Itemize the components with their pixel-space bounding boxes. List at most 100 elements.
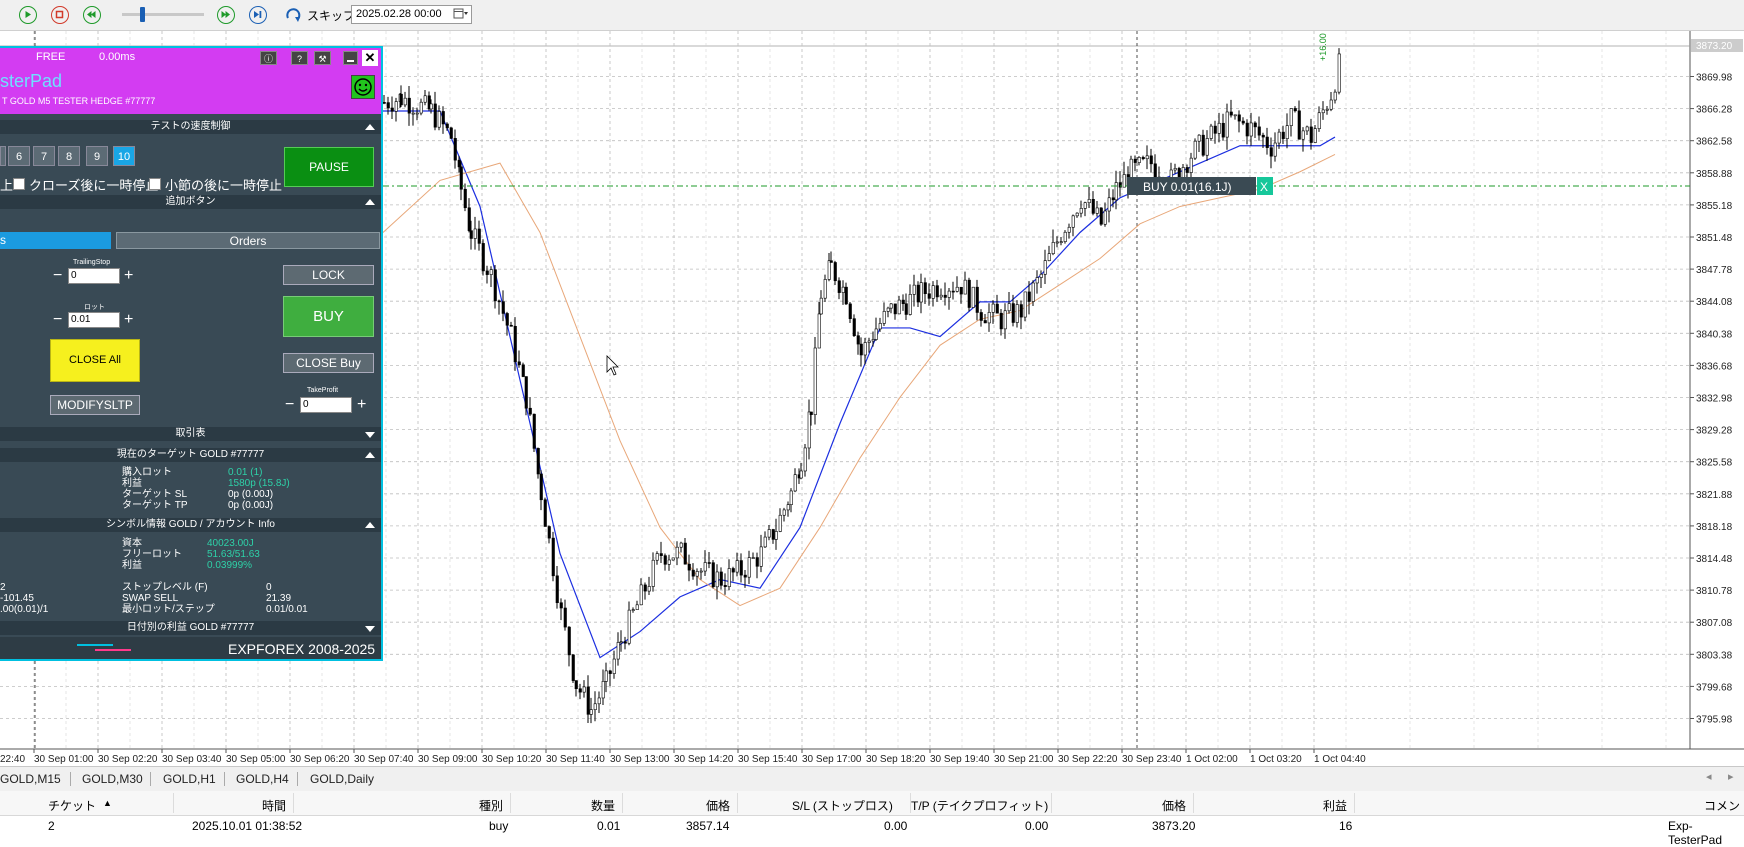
lot-minus-button[interactable]: − bbox=[53, 311, 63, 328]
price-candle-body bbox=[1309, 126, 1313, 143]
col-ticket[interactable]: チケット bbox=[48, 799, 97, 813]
skip-label[interactable]: スキップ bbox=[307, 9, 356, 23]
speed-slider-thumb[interactable] bbox=[140, 7, 145, 22]
price-candle-body bbox=[723, 585, 727, 587]
trailing-plus-button[interactable]: + bbox=[124, 267, 134, 284]
target-tp-key: ターゲット TP bbox=[122, 500, 188, 511]
time-tick-label: 30 Sep 11:40 bbox=[546, 754, 605, 765]
section-trades[interactable]: 取引表 bbox=[0, 427, 381, 441]
section-extra-buttons[interactable]: 追加ボタン bbox=[0, 195, 381, 209]
collapse-arrow-icon[interactable] bbox=[365, 452, 375, 458]
table-row[interactable]: 2 2025.10.01 01:38:52 buy 0.01 3857.14 0… bbox=[0, 816, 1744, 847]
close-all-button[interactable]: CLOSE All bbox=[50, 339, 140, 382]
speed-button-8[interactable]: 8 bbox=[58, 146, 80, 166]
collapse-arrow-icon[interactable] bbox=[365, 124, 375, 130]
takeprofit-minus-button[interactable]: − bbox=[285, 396, 295, 413]
play-icon[interactable] bbox=[19, 6, 37, 24]
take-profit-input[interactable]: 0 bbox=[300, 397, 352, 413]
price-candle-body bbox=[817, 313, 821, 349]
pause-after-close-checkbox[interactable] bbox=[13, 178, 25, 190]
smiley-icon[interactable] bbox=[351, 75, 375, 99]
speed-button-10[interactable]: 10 bbox=[113, 146, 135, 166]
tab-gold-h1[interactable]: GOLD,H1 bbox=[163, 772, 216, 786]
speed-slider-track[interactable] bbox=[122, 13, 204, 16]
col-tp[interactable]: T/P (テイクプロフィット) bbox=[911, 799, 1049, 813]
speed-button-6[interactable]: 6 bbox=[8, 146, 30, 166]
col-time[interactable]: 時間 bbox=[262, 799, 287, 813]
info-icon[interactable]: ⓘ bbox=[260, 51, 277, 65]
price-candle-body bbox=[1293, 108, 1297, 112]
col-profit[interactable]: 利益 bbox=[1323, 799, 1348, 813]
price-candle-body bbox=[1317, 112, 1321, 129]
section-target[interactable]: 現在のターゲット GOLD #77777 bbox=[0, 448, 381, 462]
help-icon[interactable]: ? bbox=[291, 51, 308, 65]
col-current-price[interactable]: 価格 bbox=[1162, 799, 1187, 813]
lot-plus-button[interactable]: + bbox=[124, 311, 134, 328]
calendar-icon[interactable] bbox=[453, 8, 469, 26]
price-candle-body bbox=[1297, 110, 1301, 140]
price-tick-label: 3847.78 bbox=[1696, 265, 1733, 276]
col-volume[interactable]: 数量 bbox=[591, 799, 616, 813]
section-symbol-info[interactable]: シンボル情報 GOLD / アカウント Info bbox=[0, 518, 381, 532]
price-candle-body bbox=[467, 207, 471, 231]
skip-icon[interactable] bbox=[284, 6, 304, 27]
speed-button-7[interactable]: 7 bbox=[33, 146, 55, 166]
modify-sltp-button[interactable]: MODIFYSLTP bbox=[50, 395, 140, 415]
expand-arrow-icon[interactable] bbox=[365, 626, 375, 632]
price-candle-body bbox=[1079, 208, 1083, 214]
trailing-minus-button[interactable]: − bbox=[53, 267, 63, 284]
tab-positions[interactable]: s bbox=[0, 232, 111, 249]
price-candle-body bbox=[547, 526, 551, 539]
step-end-icon[interactable] bbox=[249, 6, 267, 24]
sort-asc-icon[interactable]: ▲ bbox=[103, 798, 112, 808]
scroll-left-icon[interactable]: ◂ bbox=[1706, 771, 1712, 783]
price-candle-body bbox=[1249, 122, 1253, 137]
section-daily-profit[interactable]: 日付別の利益 GOLD #77777 bbox=[0, 621, 381, 635]
collapse-arrow-icon[interactable] bbox=[365, 199, 375, 205]
tab-orders[interactable]: Orders bbox=[116, 232, 380, 249]
expand-arrow-icon[interactable] bbox=[365, 432, 375, 438]
price-candle-body bbox=[1043, 260, 1047, 275]
fast-forward-icon[interactable] bbox=[217, 6, 235, 24]
minimize-icon[interactable] bbox=[343, 51, 358, 65]
scroll-right-icon[interactable]: ▸ bbox=[1728, 771, 1734, 783]
col-sl[interactable]: S/L (ストップロス) bbox=[792, 799, 893, 813]
pause-after-bar-checkbox[interactable] bbox=[149, 178, 161, 190]
fast-ma-line bbox=[383, 110, 1336, 659]
section-speed-control[interactable]: テストの速度制御 bbox=[0, 120, 381, 134]
col-type[interactable]: 種別 bbox=[479, 799, 504, 813]
min-lot-value: 0.01/0.01 bbox=[266, 604, 308, 615]
speed-button-9[interactable]: 9 bbox=[86, 146, 108, 166]
tab-gold-h4[interactable]: GOLD,H4 bbox=[236, 772, 289, 786]
price-candle-body bbox=[589, 709, 593, 715]
price-candle-body bbox=[1313, 128, 1317, 143]
stop-icon[interactable] bbox=[51, 6, 69, 24]
price-tick-label: 3851.48 bbox=[1696, 233, 1733, 244]
price-candle-body bbox=[809, 411, 813, 415]
takeprofit-plus-button[interactable]: + bbox=[357, 396, 367, 413]
collapse-arrow-icon[interactable] bbox=[365, 522, 375, 528]
price-candle-body bbox=[833, 262, 837, 282]
skip-date-field[interactable]: 2025.02.28 00:00 bbox=[351, 5, 472, 24]
price-chart[interactable]: BUY 0.01(16.1J) X+16.00 3869.983866.28386… bbox=[0, 31, 1744, 766]
lot-input[interactable]: 0.01 bbox=[68, 312, 120, 328]
stop-level-value: 0 bbox=[266, 582, 272, 593]
close-buy-button[interactable]: CLOSE Buy bbox=[283, 353, 374, 373]
rewind-icon[interactable] bbox=[83, 6, 101, 24]
price-candle-body bbox=[1114, 182, 1118, 201]
trailing-stop-input[interactable]: 0 bbox=[68, 268, 120, 284]
tools-icon[interactable]: ⚒ bbox=[314, 51, 331, 65]
price-candle-body bbox=[1019, 304, 1023, 318]
tab-gold-m15[interactable]: GOLD,M15 bbox=[0, 772, 61, 786]
free-lot-value: 51.63/51.63 bbox=[207, 549, 260, 560]
col-price[interactable]: 価格 bbox=[706, 799, 731, 813]
lock-button[interactable]: LOCK bbox=[283, 265, 374, 285]
pause-button[interactable]: PAUSE bbox=[284, 147, 374, 187]
tab-gold-daily[interactable]: GOLD,Daily bbox=[310, 772, 375, 786]
price-candle-body bbox=[623, 641, 627, 644]
tab-gold-m30[interactable]: GOLD,M30 bbox=[82, 772, 143, 786]
speed-button-5[interactable] bbox=[0, 146, 6, 166]
buy-button[interactable]: BUY bbox=[283, 296, 374, 337]
close-icon[interactable]: ✕ bbox=[362, 50, 378, 66]
price-candle-body bbox=[631, 609, 635, 611]
